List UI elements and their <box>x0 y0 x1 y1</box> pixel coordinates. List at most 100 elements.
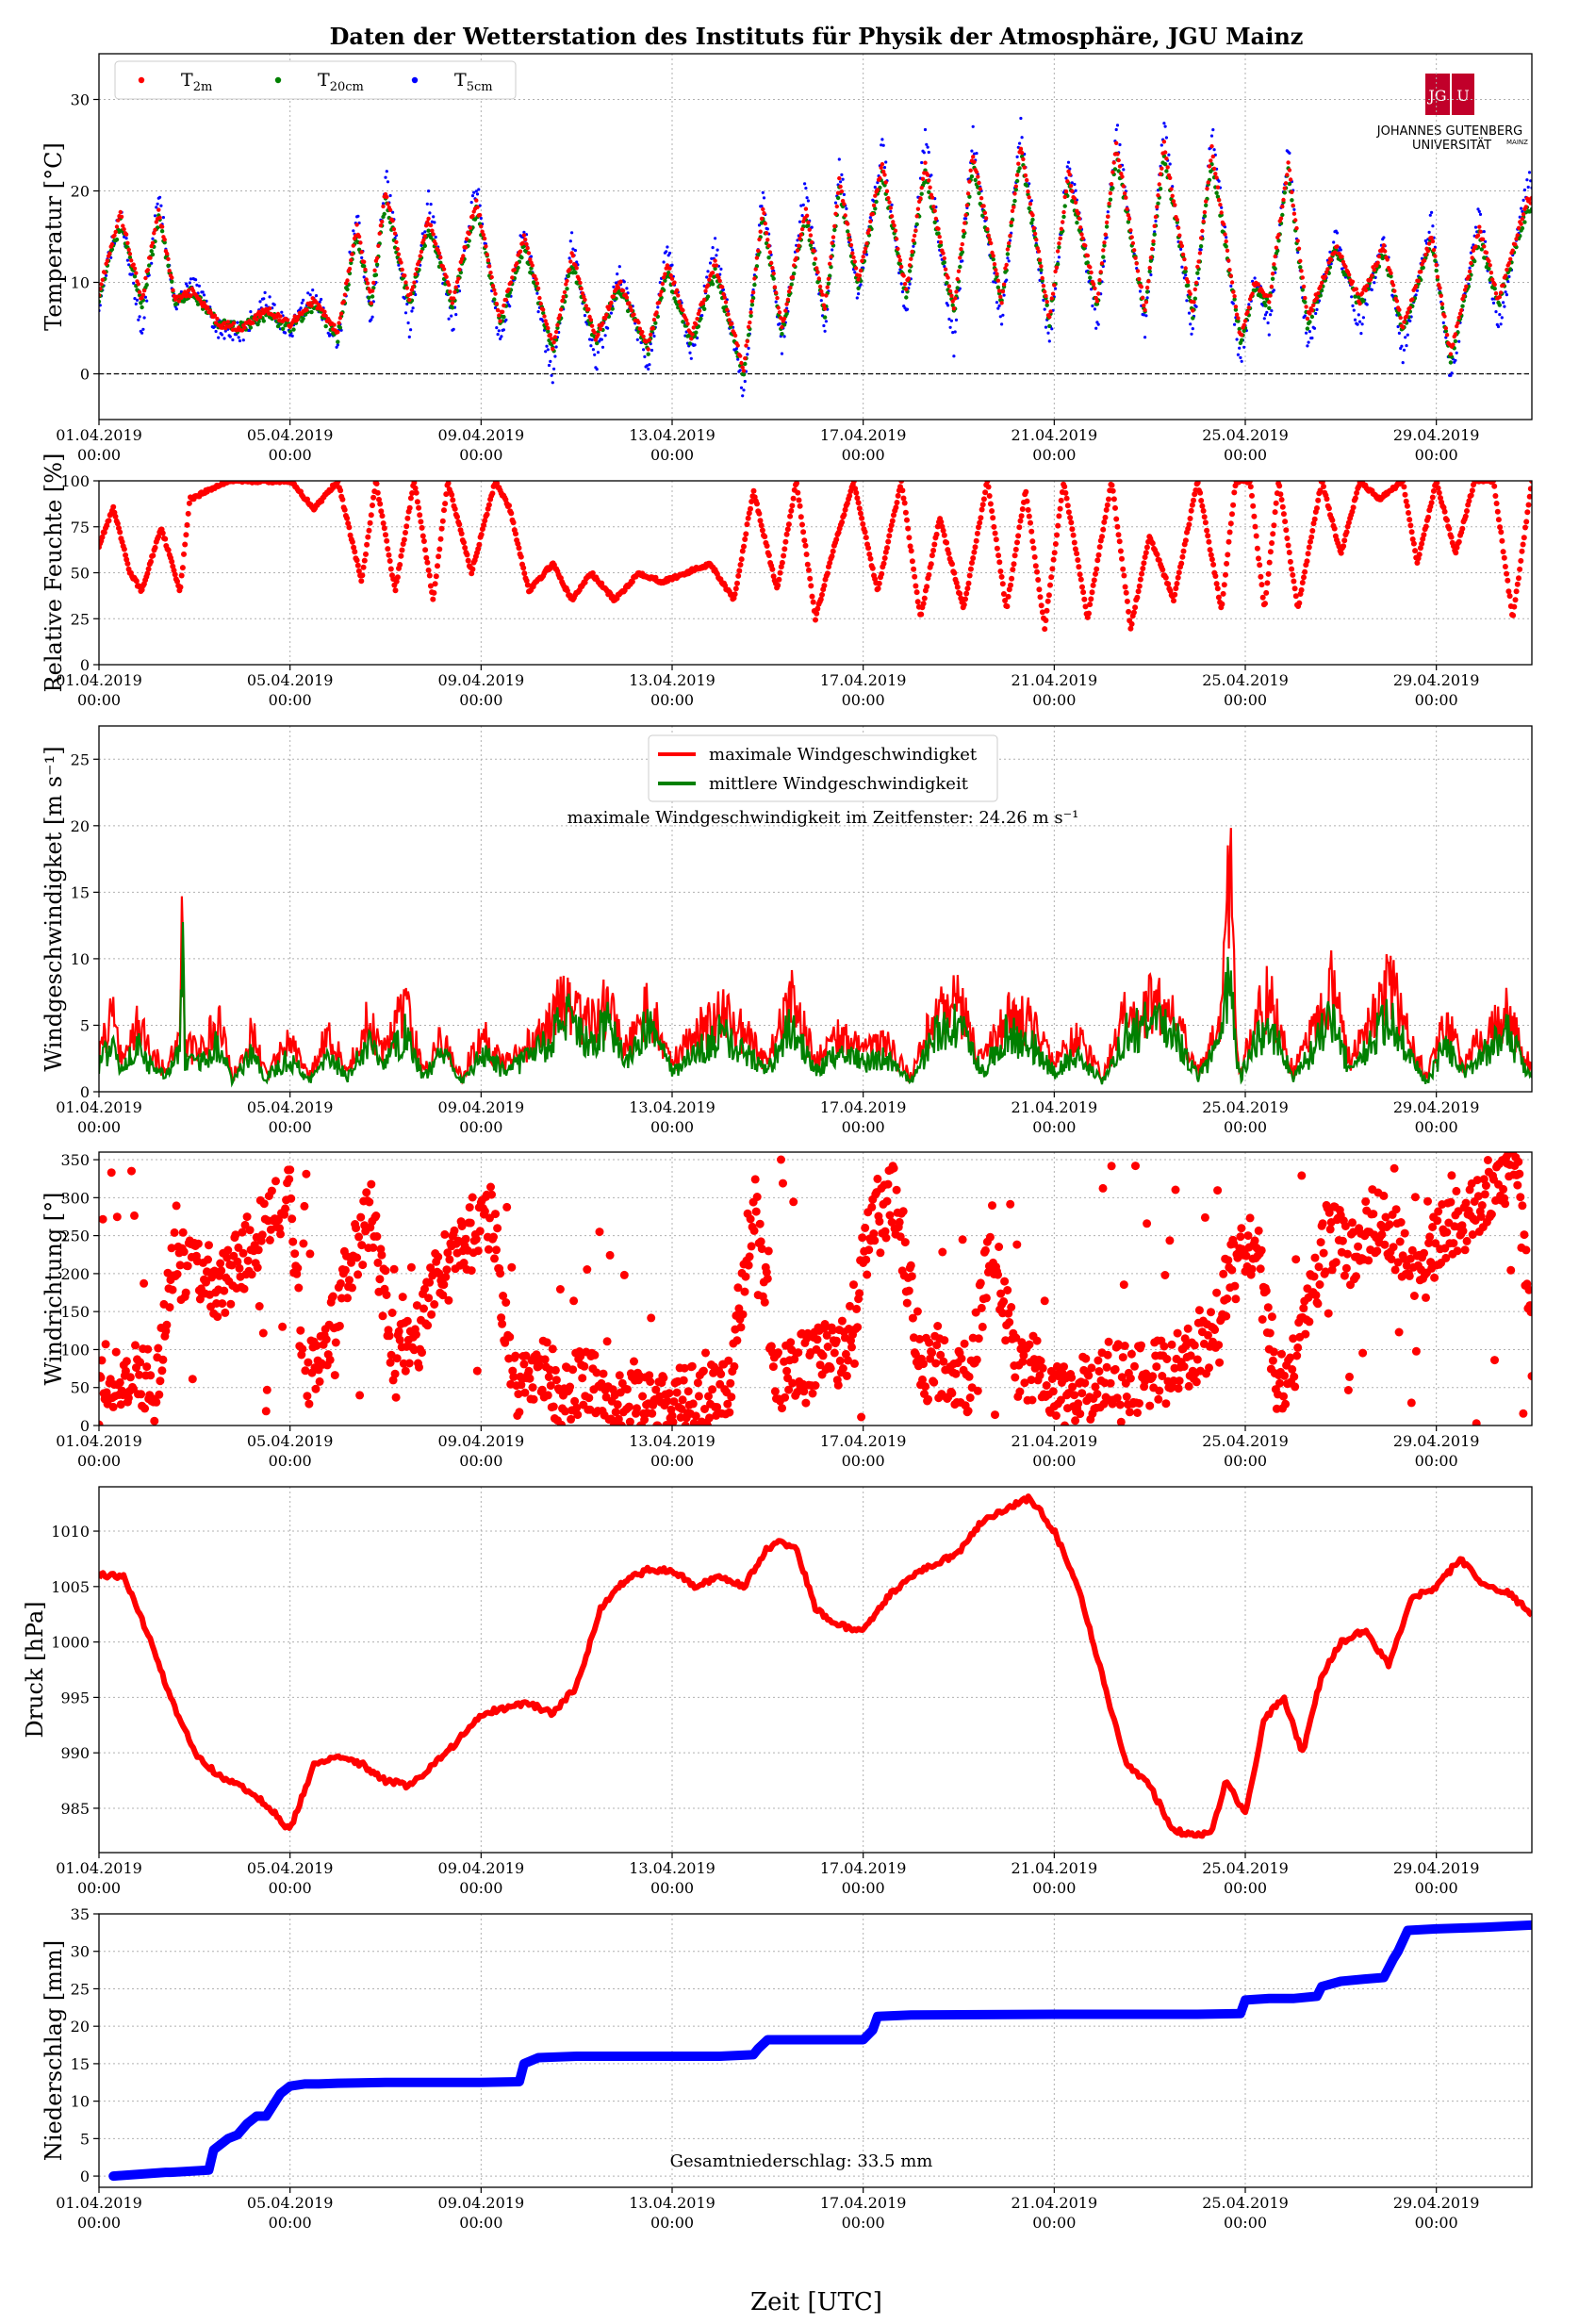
data-point <box>1257 562 1263 569</box>
data-point <box>889 214 895 219</box>
data-point <box>410 309 414 313</box>
data-point <box>868 216 872 220</box>
data-point <box>152 544 158 551</box>
data-point <box>686 333 691 338</box>
data-point <box>853 266 859 271</box>
data-point <box>284 331 288 335</box>
data-point <box>975 152 979 156</box>
data-point <box>1195 271 1200 275</box>
data-point <box>738 556 745 563</box>
legend-label-sub: 20cm <box>330 80 364 94</box>
data-point <box>237 336 240 339</box>
data-point <box>1448 352 1454 356</box>
y-tick-label: 0 <box>80 366 90 384</box>
data-point <box>1303 295 1308 301</box>
data-point <box>1234 312 1240 317</box>
data-point <box>566 273 570 279</box>
data-point <box>551 381 554 385</box>
data-point <box>1143 307 1147 313</box>
data-point <box>1240 338 1244 342</box>
data-point <box>1382 236 1386 239</box>
data-point <box>830 548 836 554</box>
data-point <box>1266 559 1273 566</box>
data-point <box>433 221 436 224</box>
data-point <box>1361 299 1366 304</box>
data-point <box>1050 291 1056 296</box>
data-point <box>106 518 112 524</box>
data-point <box>145 268 151 272</box>
data-point <box>1205 533 1211 539</box>
data-point <box>516 545 522 552</box>
data-point <box>986 233 991 238</box>
data-point <box>430 220 434 223</box>
data-point <box>812 249 816 254</box>
data-point <box>427 190 431 193</box>
data-point <box>1118 142 1122 147</box>
data-point <box>996 559 1003 566</box>
data-point <box>1492 287 1497 291</box>
data-point <box>417 259 421 264</box>
data-point <box>705 275 709 279</box>
data-point <box>846 229 850 234</box>
data-point <box>716 275 721 280</box>
data-point <box>942 260 946 265</box>
data-point <box>1062 489 1069 496</box>
data-point <box>771 276 776 281</box>
data-point <box>1414 560 1421 566</box>
data-point <box>828 261 832 266</box>
data-point <box>939 254 943 257</box>
data-point <box>502 328 506 332</box>
data-point <box>1505 267 1509 272</box>
data-point <box>1310 520 1317 527</box>
data-point <box>1233 305 1239 309</box>
data-point <box>762 534 768 540</box>
data-point <box>420 232 424 236</box>
data-point <box>529 255 534 258</box>
data-point <box>337 487 344 494</box>
data-point <box>1450 371 1454 375</box>
data-point <box>1351 304 1355 307</box>
data-point <box>495 326 499 330</box>
data-point <box>1102 243 1107 248</box>
data-point <box>1497 294 1503 300</box>
data-point <box>1147 269 1152 274</box>
data-point <box>992 530 998 536</box>
data-point <box>1274 245 1279 250</box>
data-point <box>1140 295 1145 301</box>
data-point <box>629 579 635 585</box>
data-point <box>114 520 121 527</box>
data-point <box>1110 487 1116 494</box>
data-point <box>1410 540 1417 547</box>
data-point <box>920 160 924 165</box>
data-point <box>1523 205 1528 209</box>
data-point <box>589 323 595 328</box>
data-point <box>867 555 874 562</box>
data-point <box>241 338 245 342</box>
data-point <box>1201 219 1206 224</box>
data-point <box>1061 209 1066 215</box>
data-point <box>1182 256 1187 262</box>
data-point <box>761 190 765 194</box>
data-point <box>345 287 350 292</box>
data-point <box>1119 555 1125 562</box>
data-point <box>1214 190 1219 195</box>
data-point <box>806 220 811 225</box>
data-point <box>570 254 576 258</box>
data-point <box>378 223 384 228</box>
data-point <box>1200 507 1207 514</box>
data-point <box>181 551 187 557</box>
data-point <box>1119 172 1124 176</box>
data-point <box>930 547 937 553</box>
data-point <box>1409 536 1416 542</box>
data-point <box>735 343 740 348</box>
data-point <box>736 568 743 574</box>
data-point <box>1286 160 1291 165</box>
data-point <box>1406 510 1411 516</box>
data-point <box>156 202 159 206</box>
data-point <box>1406 310 1410 315</box>
data-point <box>884 545 890 552</box>
data-point <box>748 313 753 319</box>
data-point <box>884 189 890 193</box>
data-point <box>583 314 587 318</box>
data-point <box>667 266 672 271</box>
